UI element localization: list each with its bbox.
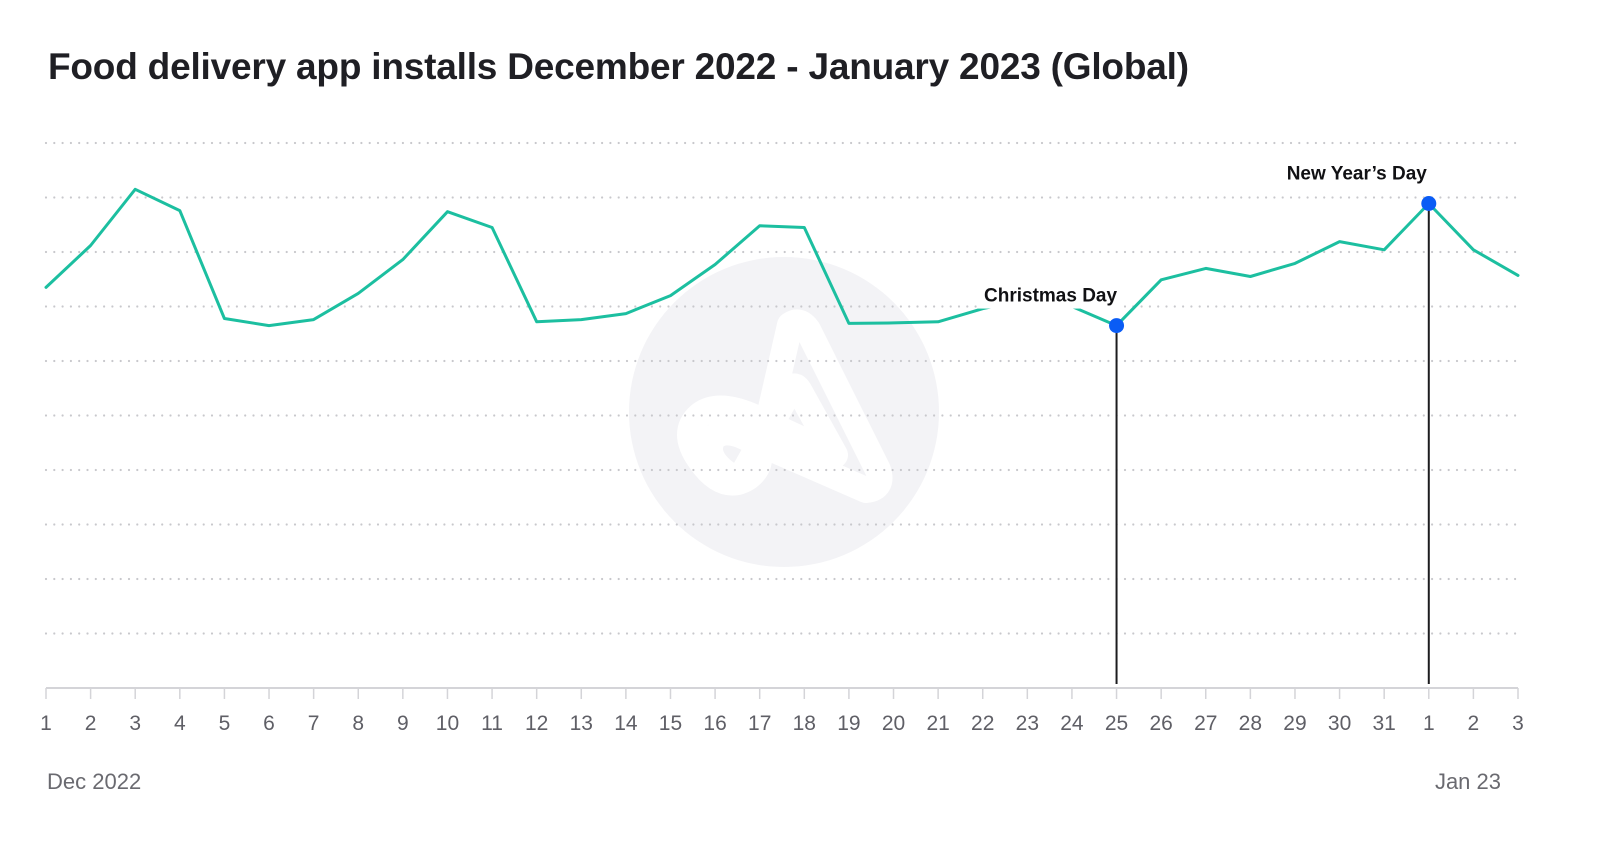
period-label: Dec 2022 [47, 769, 141, 794]
x-tick-label: 10 [436, 712, 459, 735]
x-tick-label: 22 [971, 712, 994, 735]
x-tick-label: 1 [40, 712, 52, 735]
x-tick-label: 3 [129, 712, 141, 735]
x-tick-label: 9 [397, 712, 409, 735]
x-tick-label: 15 [659, 712, 682, 735]
period-labels: Dec 2022 Jan 23 [47, 769, 1501, 794]
x-tick-label: 14 [614, 712, 638, 735]
x-tick-label: 18 [793, 712, 816, 735]
annotation-label-bg [978, 283, 1124, 309]
x-tick-label: 25 [1105, 712, 1128, 735]
period-label: Jan 23 [1435, 769, 1501, 794]
x-tick-label: 7 [308, 712, 320, 735]
annotation-marker [1109, 318, 1125, 334]
x-tick-label: 2 [85, 712, 97, 735]
annotation-lines [1115, 203, 1430, 684]
x-tick-label: 5 [219, 712, 231, 735]
x-tick-label: 21 [926, 712, 949, 735]
x-tick-label: 24 [1060, 712, 1084, 735]
annotation-label: New Year’s Day [1287, 163, 1428, 184]
x-tick-label: 13 [570, 712, 593, 735]
x-axis: 1 2 3 4 5 6 7 8 9 10 11 12 13 14 15 16 17 18 19 20 21 22 23 24 2… [40, 687, 1524, 735]
x-tick-label: 29 [1283, 712, 1306, 735]
x-tick-label: 20 [882, 712, 905, 735]
x-tick-label: 4 [174, 712, 186, 735]
x-tick-label: 31 [1373, 712, 1396, 735]
annotation-marker [1421, 195, 1437, 211]
series-line [44, 187, 1520, 328]
x-tick-label: 6 [263, 712, 275, 735]
x-tick-label: 28 [1239, 712, 1262, 735]
annotation-label-bg [1280, 161, 1434, 187]
x-tick-label: 19 [837, 712, 860, 735]
annotation-label: Christmas Day [984, 286, 1117, 307]
x-tick-label: 30 [1328, 712, 1351, 735]
x-tick-label: 2 [1468, 712, 1480, 735]
x-tick-label: 1 [1423, 712, 1435, 735]
x-tick-label: 16 [703, 712, 726, 735]
x-tick-label: 8 [352, 712, 364, 735]
chart-title: Food delivery app installs December 2022… [48, 46, 1189, 87]
x-tick-label: 11 [481, 712, 503, 735]
x-tick-label: 23 [1016, 712, 1039, 735]
x-tick-label: 27 [1194, 712, 1217, 735]
annotation-labels: Christmas Day New Year’s Day [978, 161, 1434, 309]
x-tick-label: 12 [525, 712, 548, 735]
watermark-a-icon [677, 309, 893, 503]
x-tick-label: 17 [748, 712, 771, 735]
series-group [44, 187, 1520, 328]
watermark-logo [629, 257, 939, 567]
x-tick-label: 3 [1512, 712, 1524, 735]
x-tick-label: 26 [1149, 712, 1172, 735]
annotation-markers [1109, 195, 1437, 334]
